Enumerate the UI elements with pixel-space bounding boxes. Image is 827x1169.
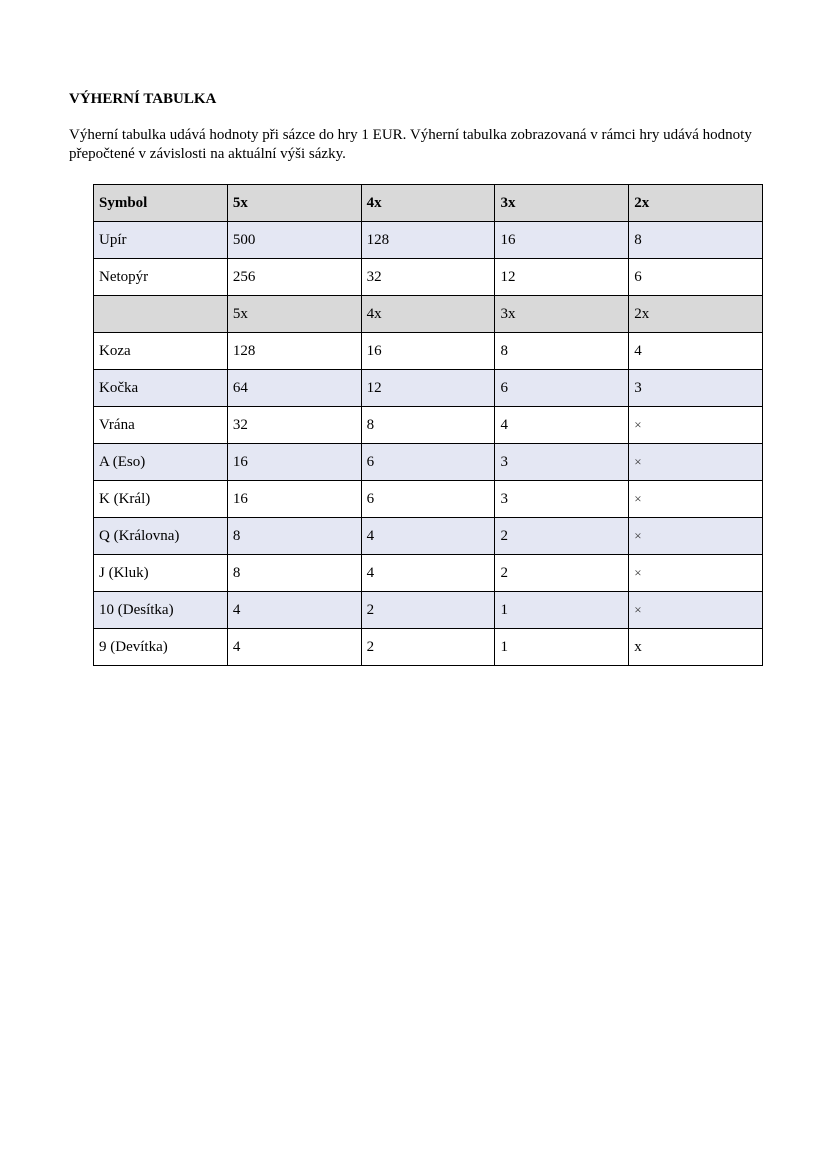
value-cell: × [628, 480, 763, 518]
symbol-cell: K (Král) [93, 480, 228, 518]
value-cell: 8 [360, 406, 495, 444]
value-cell: 3 [628, 369, 763, 407]
value-cell: x [628, 628, 763, 666]
value-cell: × [628, 591, 763, 629]
value-cell: 1 [494, 591, 629, 629]
value-cell: 16 [226, 443, 362, 481]
table-row: 10 (Desítka) 4 2 1 × [93, 591, 763, 629]
value-cell: 4 [360, 554, 495, 592]
header-cell: 5x [226, 184, 362, 222]
symbol-cell: Vrána [93, 406, 228, 444]
table-header-row: Symbol 5x 4x 3x 2x [93, 184, 763, 222]
value-cell: 8 [226, 554, 362, 592]
value-cell: 4 [226, 591, 362, 629]
value-cell: 8 [494, 332, 629, 370]
value-cell: 4 [494, 406, 629, 444]
table-row: Kočka 64 12 6 3 [93, 369, 763, 407]
header-cell: Symbol [93, 184, 228, 222]
value-cell: 16 [494, 221, 629, 259]
table-row: K (Král) 16 6 3 × [93, 480, 763, 518]
symbol-cell: 9 (Devítka) [93, 628, 228, 666]
value-cell: 4 [360, 517, 495, 555]
value-cell: × [628, 517, 763, 555]
value-cell: 1 [494, 628, 629, 666]
value-cell: 4x [360, 295, 495, 333]
value-cell: 32 [360, 258, 495, 296]
value-cell: 2 [494, 517, 629, 555]
table-row: Vrána 32 8 4 × [93, 406, 763, 444]
value-cell: 12 [360, 369, 495, 407]
value-cell: 3 [494, 443, 629, 481]
header-cell: 4x [360, 184, 495, 222]
table-row: A (Eso) 16 6 3 × [93, 443, 763, 481]
value-cell: × [628, 554, 763, 592]
value-cell: 6 [494, 369, 629, 407]
symbol-cell: 10 (Desítka) [93, 591, 228, 629]
value-cell: 4 [226, 628, 362, 666]
value-cell: 4 [628, 332, 763, 370]
value-cell: 128 [226, 332, 362, 370]
value-cell: 8 [226, 517, 362, 555]
value-cell: 16 [226, 480, 362, 518]
value-cell: × [628, 406, 763, 444]
symbol-cell: Netopýr [93, 258, 228, 296]
value-cell: 2 [494, 554, 629, 592]
value-cell: × [628, 443, 763, 481]
value-cell: 6 [360, 480, 495, 518]
value-cell: 12 [494, 258, 629, 296]
header-cell: 3x [494, 184, 629, 222]
symbol-cell: Koza [93, 332, 228, 370]
value-cell: 2 [360, 628, 495, 666]
symbol-cell: Q (Královna) [93, 517, 228, 555]
value-cell: 32 [226, 406, 362, 444]
symbol-cell: J (Kluk) [93, 554, 228, 592]
symbol-cell [93, 295, 228, 333]
header-cell: 2x [628, 184, 763, 222]
symbol-cell: Upír [93, 221, 228, 259]
value-cell: 128 [360, 221, 495, 259]
value-cell: 6 [628, 258, 763, 296]
intro-paragraph: Výherní tabulka udává hodnoty při sázce … [69, 127, 752, 162]
value-cell: 16 [360, 332, 495, 370]
value-cell: 8 [628, 221, 763, 259]
value-cell: 256 [226, 258, 362, 296]
table-row: J (Kluk) 8 4 2 × [93, 554, 763, 592]
page-title: VÝHERNÍ TABULKA [69, 91, 217, 107]
value-cell: 64 [226, 369, 362, 407]
symbol-cell: A (Eso) [93, 443, 228, 481]
value-cell: 3x [494, 295, 629, 333]
table-row: Q (Královna) 8 4 2 × [93, 517, 763, 555]
table-row: Netopýr 256 32 12 6 [93, 258, 763, 296]
table-row: 9 (Devítka) 4 2 1 x [93, 628, 763, 666]
value-cell: 6 [360, 443, 495, 481]
table-row: Koza 128 16 8 4 [93, 332, 763, 370]
value-cell: 5x [226, 295, 362, 333]
value-cell: 2x [628, 295, 763, 333]
table-row: Upír 500 128 16 8 [93, 221, 763, 259]
paytable: Symbol 5x 4x 3x 2x Upír 500 128 16 8 Netopýr 2… [93, 184, 763, 666]
value-cell: 2 [360, 591, 495, 629]
value-cell: 500 [226, 221, 362, 259]
value-cell: 3 [494, 480, 629, 518]
table-subheader-row: 5x 4x 3x 2x [93, 295, 763, 333]
symbol-cell: Kočka [93, 369, 228, 407]
